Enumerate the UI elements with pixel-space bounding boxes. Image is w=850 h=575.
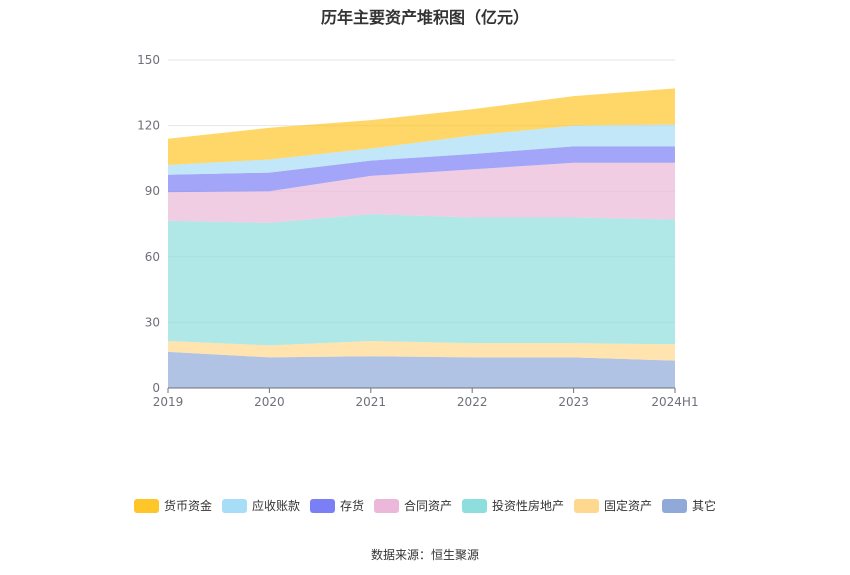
legend-label-2: 存货 [340,498,364,513]
legend-swatch-1 [222,499,247,513]
legend-label-5: 固定资产 [604,498,652,513]
area-series-1 [168,340,675,361]
x-tick-label: 2019 [153,395,184,409]
y-tick-label: 120 [137,119,160,133]
legend-swatch-3 [374,499,399,513]
y-tick-label: 90 [145,184,160,198]
legend-swatch-5 [574,499,599,513]
x-tick-label: 2023 [558,395,589,409]
legend-label-0: 货币资金 [164,498,212,513]
legend-label-4: 投资性房地产 [492,498,564,513]
legend-label-3: 合同资产 [404,498,452,513]
y-tick-label: 150 [137,53,160,67]
legend-swatch-4 [462,499,487,513]
x-tick-label: 2021 [356,395,387,409]
chart-title: 历年主要资产堆积图（亿元） [320,8,529,27]
legend-swatch-6 [662,499,687,513]
legend-swatch-2 [310,499,335,513]
x-tick-label: 2020 [254,395,285,409]
area-series-0 [168,351,675,388]
legend-label-6: 其它 [692,498,716,513]
y-tick-label: 0 [152,381,160,395]
area-series-6 [168,88,675,165]
area-series-3 [168,162,675,223]
area-series-5 [168,124,675,175]
x-tick-label: 2024H1 [651,395,698,409]
area-series-2 [168,214,675,346]
y-tick-label: 30 [145,315,160,329]
legend-label-1: 应收账款 [252,498,300,513]
data-source: 数据来源：恒生聚源 [370,548,479,562]
x-tick-label: 2022 [457,395,488,409]
y-tick-label: 60 [145,250,160,264]
legend-swatch-0 [134,499,159,513]
area-series-4 [168,146,675,193]
